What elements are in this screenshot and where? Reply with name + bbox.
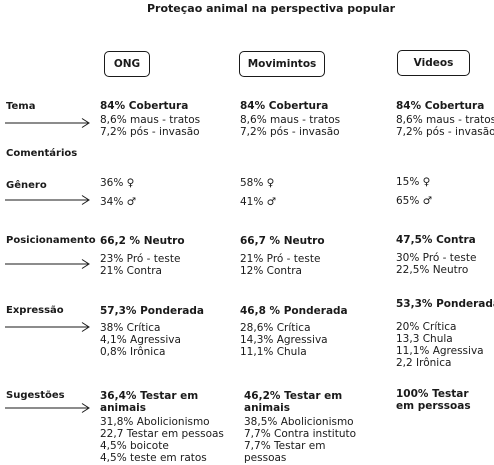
- sugestoes-vid-main: em perssoas: [396, 400, 471, 412]
- sugestoes-mov-main: animais: [244, 402, 291, 414]
- genero-vid-male: 65% ♂: [396, 195, 433, 207]
- posicionamento-mov-main: 66,7 % Neutro: [240, 235, 325, 247]
- sugestoes-ong-item: 4,5% boicote: [100, 440, 169, 452]
- genero-ong-male: 34% ♂: [100, 196, 137, 208]
- arrow-expressao: [5, 322, 90, 332]
- sugestoes-ong-main: animais: [100, 402, 147, 414]
- tema-mov-item: 8,6% maus - tratos: [240, 114, 341, 126]
- posicionamento-mov-item: 21% Pró - teste: [240, 253, 321, 265]
- expressao-ong-item: 0,8% Irônica: [100, 346, 166, 358]
- column-header-videos: Videos: [397, 50, 470, 76]
- sugestoes-ong-item: 4,5% teste em ratos: [100, 452, 207, 464]
- tema-mov-item: 7,2% pós - invasão: [240, 126, 340, 138]
- arrow-tema: [5, 118, 90, 128]
- expressao-ong-item: 38% Crítica: [100, 322, 161, 334]
- arrow-genero: [5, 195, 90, 205]
- sugestoes-mov-item: pessoas: [244, 452, 287, 464]
- expressao-vid-item: 13,3 Chula: [396, 333, 453, 345]
- page-title: Proteçao animal na perspectiva popular: [147, 2, 396, 15]
- tema-vid-item: 8,6% maus - tratos: [396, 114, 494, 126]
- sugestoes-mov-item: 7,7% Testar em: [244, 440, 326, 452]
- sugestoes-mov-item: 7,7% Contra instituto: [244, 428, 357, 440]
- posicionamento-ong-item: 23% Pró - teste: [100, 253, 181, 265]
- tema-ong-item: 8,6% maus - tratos: [100, 114, 201, 126]
- row-label-comentarios: Comentários: [6, 148, 78, 159]
- arrow-posicionamento: [5, 259, 90, 269]
- genero-mov-female: 58% ♀: [240, 177, 275, 189]
- tema-vid-main: 84% Cobertura: [396, 100, 485, 112]
- expressao-vid-item: 20% Crítica: [396, 321, 457, 333]
- posicionamento-vid-item: 22,5% Neutro: [396, 264, 469, 276]
- column-header-movimintos: Movimintos: [239, 51, 325, 77]
- row-label-sugestoes: Sugestões: [6, 390, 65, 401]
- expressao-mov-item: 11,1% Chula: [240, 346, 307, 358]
- arrow-sugestoes: [5, 403, 90, 413]
- row-label-genero: Gênero: [6, 180, 47, 191]
- genero-vid-female: 15% ♀: [396, 176, 431, 188]
- posicionamento-ong-main: 66,2 % Neutro: [100, 235, 185, 247]
- row-label-tema: Tema: [6, 101, 36, 112]
- sugestoes-mov-item: 38,5% Abolicionismo: [244, 416, 354, 428]
- expressao-vid-main: 53,3% Ponderada: [396, 298, 494, 310]
- sugestoes-ong-item: 22,7 Testar em pessoas: [100, 428, 224, 440]
- sugestoes-mov-main: 46,2% Testar em: [244, 390, 343, 402]
- posicionamento-ong-item: 21% Contra: [100, 265, 162, 277]
- sugestoes-vid-main: 100% Testar: [396, 388, 469, 400]
- expressao-vid-item: 11,1% Agressiva: [396, 345, 484, 357]
- expressao-ong-item: 4,1% Agressiva: [100, 334, 181, 346]
- genero-ong-female: 36% ♀: [100, 177, 135, 189]
- expressao-mov-item: 14,3% Agressiva: [240, 334, 328, 346]
- expressao-vid-item: 2,2 Irônica: [396, 357, 452, 369]
- sugestoes-ong-main: 36,4% Testar em: [100, 390, 199, 402]
- expressao-ong-main: 57,3% Ponderada: [100, 305, 204, 317]
- sugestoes-ong-item: 31,8% Abolicionismo: [100, 416, 210, 428]
- posicionamento-vid-item: 30% Pró - teste: [396, 252, 477, 264]
- tema-ong-item: 7,2% pós - invasão: [100, 126, 200, 138]
- expressao-mov-item: 28,6% Crítica: [240, 322, 311, 334]
- posicionamento-vid-main: 47,5% Contra: [396, 234, 476, 246]
- row-label-expressao: Expressão: [6, 305, 64, 316]
- genero-mov-male: 41% ♂: [240, 196, 277, 208]
- tema-mov-main: 84% Cobertura: [240, 100, 329, 112]
- tema-ong-main: 84% Cobertura: [100, 100, 189, 112]
- row-label-posicionamento: Posicionamento: [6, 235, 96, 246]
- expressao-mov-main: 46,8 % Ponderada: [240, 305, 348, 317]
- posicionamento-mov-item: 12% Contra: [240, 265, 302, 277]
- tema-vid-item: 7,2% pós - invasão: [396, 126, 494, 138]
- column-header-ong: ONG: [104, 51, 150, 77]
